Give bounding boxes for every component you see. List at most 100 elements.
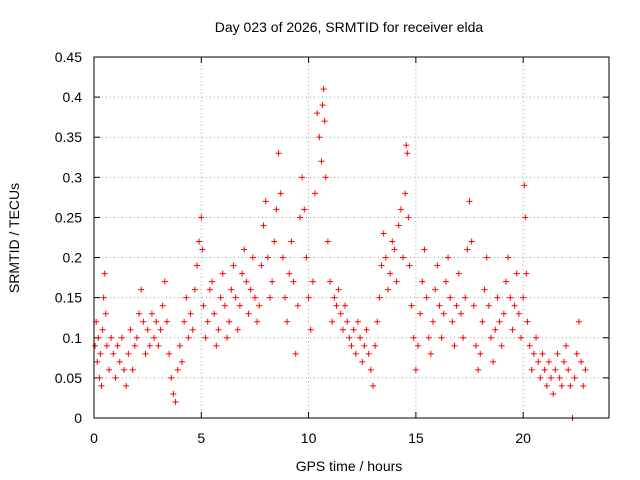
data-point — [520, 294, 527, 301]
data-point — [470, 302, 477, 309]
data-point — [232, 294, 239, 301]
data-point — [357, 334, 364, 341]
data-point — [312, 190, 319, 197]
data-point — [215, 326, 222, 333]
y-tick-label: 0 — [74, 410, 82, 426]
data-point — [161, 278, 168, 285]
data-point — [159, 302, 166, 309]
data-point — [196, 238, 203, 245]
y-tick-label: 0.35 — [55, 129, 82, 145]
data-point — [410, 334, 417, 341]
data-point — [449, 318, 456, 325]
data-point — [359, 358, 366, 365]
data-point — [533, 334, 540, 341]
data-point — [178, 358, 185, 365]
data-point — [436, 302, 443, 309]
data-point — [367, 366, 374, 373]
data-point — [157, 326, 164, 333]
data-point — [106, 366, 113, 373]
data-point — [404, 150, 411, 157]
data-point — [254, 318, 261, 325]
data-point — [425, 334, 432, 341]
data-point — [176, 342, 183, 349]
data-point — [405, 214, 412, 221]
data-point — [369, 382, 376, 389]
data-point — [262, 198, 269, 205]
data-point — [496, 318, 503, 325]
data-point — [172, 398, 179, 405]
data-point — [402, 190, 409, 197]
data-point — [571, 374, 578, 381]
data-point — [168, 374, 175, 381]
data-point — [95, 334, 102, 341]
data-point — [365, 350, 372, 357]
data-point — [524, 318, 531, 325]
y-tick-label: 0.1 — [63, 330, 83, 346]
chart-title: Day 023 of 2026, SRMTID for receiver eld… — [215, 19, 484, 35]
data-point — [230, 262, 237, 269]
data-point — [320, 86, 327, 93]
data-point — [515, 310, 522, 317]
data-point — [239, 270, 246, 277]
data-point — [503, 278, 509, 285]
x-tick-label: 5 — [197, 430, 205, 446]
data-point — [243, 278, 250, 285]
data-point — [100, 294, 107, 301]
data-point — [234, 326, 241, 333]
data-point — [468, 238, 475, 245]
data-point — [200, 302, 207, 309]
data-point — [101, 270, 108, 277]
data-point — [249, 254, 256, 261]
data-point — [294, 302, 301, 309]
y-tick-label: 0.45 — [55, 49, 82, 65]
data-point — [384, 286, 391, 293]
data-point — [438, 334, 445, 341]
data-point — [460, 334, 467, 341]
data-point — [303, 254, 310, 261]
data-point — [151, 334, 158, 341]
data-point — [146, 342, 153, 349]
data-point — [477, 350, 484, 357]
data-point — [211, 310, 218, 317]
data-point — [290, 278, 297, 285]
data-point — [219, 270, 226, 277]
data-point — [387, 270, 394, 277]
data-point — [500, 310, 507, 317]
data-point — [189, 326, 196, 333]
data-point — [483, 254, 490, 261]
data-point — [485, 302, 492, 309]
data-point — [421, 246, 428, 253]
data-point — [202, 334, 209, 341]
data-point — [560, 358, 567, 365]
data-point — [277, 190, 284, 197]
data-point — [363, 326, 370, 333]
data-point — [464, 246, 471, 253]
data-point — [361, 342, 368, 349]
data-point — [110, 350, 117, 357]
data-point — [558, 382, 565, 389]
data-point — [204, 318, 211, 325]
data-point — [125, 350, 132, 357]
data-point — [228, 286, 235, 293]
data-point — [92, 342, 99, 349]
data-point — [430, 318, 437, 325]
data-point — [144, 326, 151, 333]
data-point — [185, 334, 192, 341]
data-point — [575, 318, 582, 325]
y-axis-label: SRMTID / TECUs — [6, 183, 22, 293]
data-point — [260, 222, 267, 229]
data-point — [545, 358, 552, 365]
data-point — [417, 310, 424, 317]
data-point — [116, 358, 123, 365]
data-point — [380, 230, 387, 237]
data-point — [537, 374, 544, 381]
data-point — [391, 246, 398, 253]
data-point — [563, 342, 570, 349]
x-axis-label: GPS time / hours — [296, 458, 403, 474]
data-point — [408, 302, 415, 309]
data-point — [112, 374, 119, 381]
data-point — [269, 278, 276, 285]
data-point — [487, 334, 494, 341]
data-point — [103, 342, 110, 349]
data-point — [466, 198, 473, 205]
